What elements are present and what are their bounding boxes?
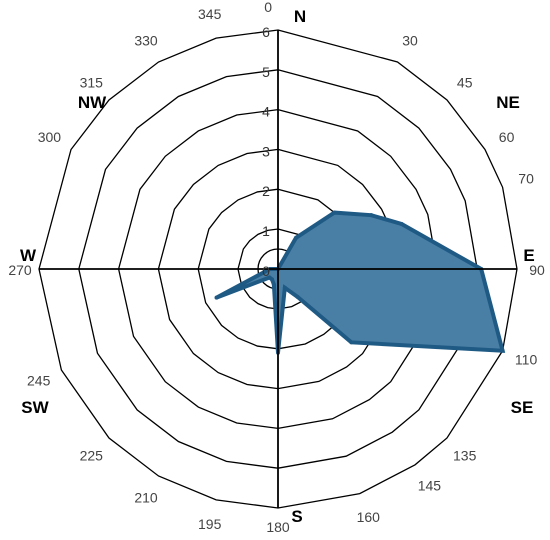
data-point-160 (282, 285, 287, 290)
cardinal-e: E (523, 246, 534, 265)
angle-tick-210: 210 (134, 490, 158, 506)
angle-tick-180: 180 (266, 519, 290, 535)
radial-tick-0: 0 (262, 263, 270, 279)
data-point-70 (399, 222, 404, 227)
angle-tick-300: 300 (38, 129, 62, 145)
angle-tick-145: 145 (418, 477, 442, 493)
angle-tick-135: 135 (453, 448, 477, 464)
data-point-60 (369, 213, 374, 218)
angle-tick-315: 315 (80, 74, 104, 90)
data-layer (214, 210, 506, 355)
angle-tick-225: 225 (80, 448, 104, 464)
data-point-195 (271, 282, 276, 287)
angle-tick-110: 110 (515, 351, 538, 367)
angle-tick-245: 245 (27, 373, 51, 389)
cardinal-s: S (291, 507, 302, 526)
data-point-110 (500, 348, 505, 353)
angle-tick-30: 30 (402, 32, 418, 48)
angle-tick-70: 70 (518, 171, 534, 187)
data-point-145 (295, 294, 300, 299)
angle-tick-195: 195 (198, 516, 222, 532)
radial-tick-6: 6 (262, 24, 270, 40)
radial-tick-3: 3 (262, 143, 270, 159)
data-point-30 (294, 235, 298, 240)
angle-tick-0: 0 (264, 0, 272, 15)
cardinal-sw: SW (21, 398, 49, 417)
radial-tick-1: 1 (262, 223, 270, 239)
cardinal-nw: NW (78, 93, 107, 112)
data-point-135 (349, 340, 354, 345)
radial-tick-2: 2 (262, 183, 270, 199)
data-point-245 (214, 295, 219, 300)
data-point-225 (267, 275, 272, 280)
cardinal-ne: NE (496, 93, 520, 112)
spoke-layer (39, 30, 517, 508)
angle-tick-270: 270 (8, 262, 32, 278)
cardinal-n: N (294, 7, 306, 26)
radial-tick-4: 4 (262, 104, 270, 120)
angle-tick-345: 345 (198, 6, 222, 22)
cardinal-w: W (20, 246, 37, 265)
angle-tick-60: 60 (499, 129, 515, 145)
angle-tick-45: 45 (457, 74, 473, 90)
angle-tick-90: 90 (529, 262, 545, 278)
angle-tick-160: 160 (357, 509, 381, 525)
label-layer: 0304560709011013514516018019521022524527… (8, 0, 545, 535)
radial-tick-5: 5 (262, 64, 270, 80)
cardinal-se: SE (511, 398, 534, 417)
data-point-45 (332, 210, 337, 215)
angle-tick-330: 330 (134, 32, 158, 48)
